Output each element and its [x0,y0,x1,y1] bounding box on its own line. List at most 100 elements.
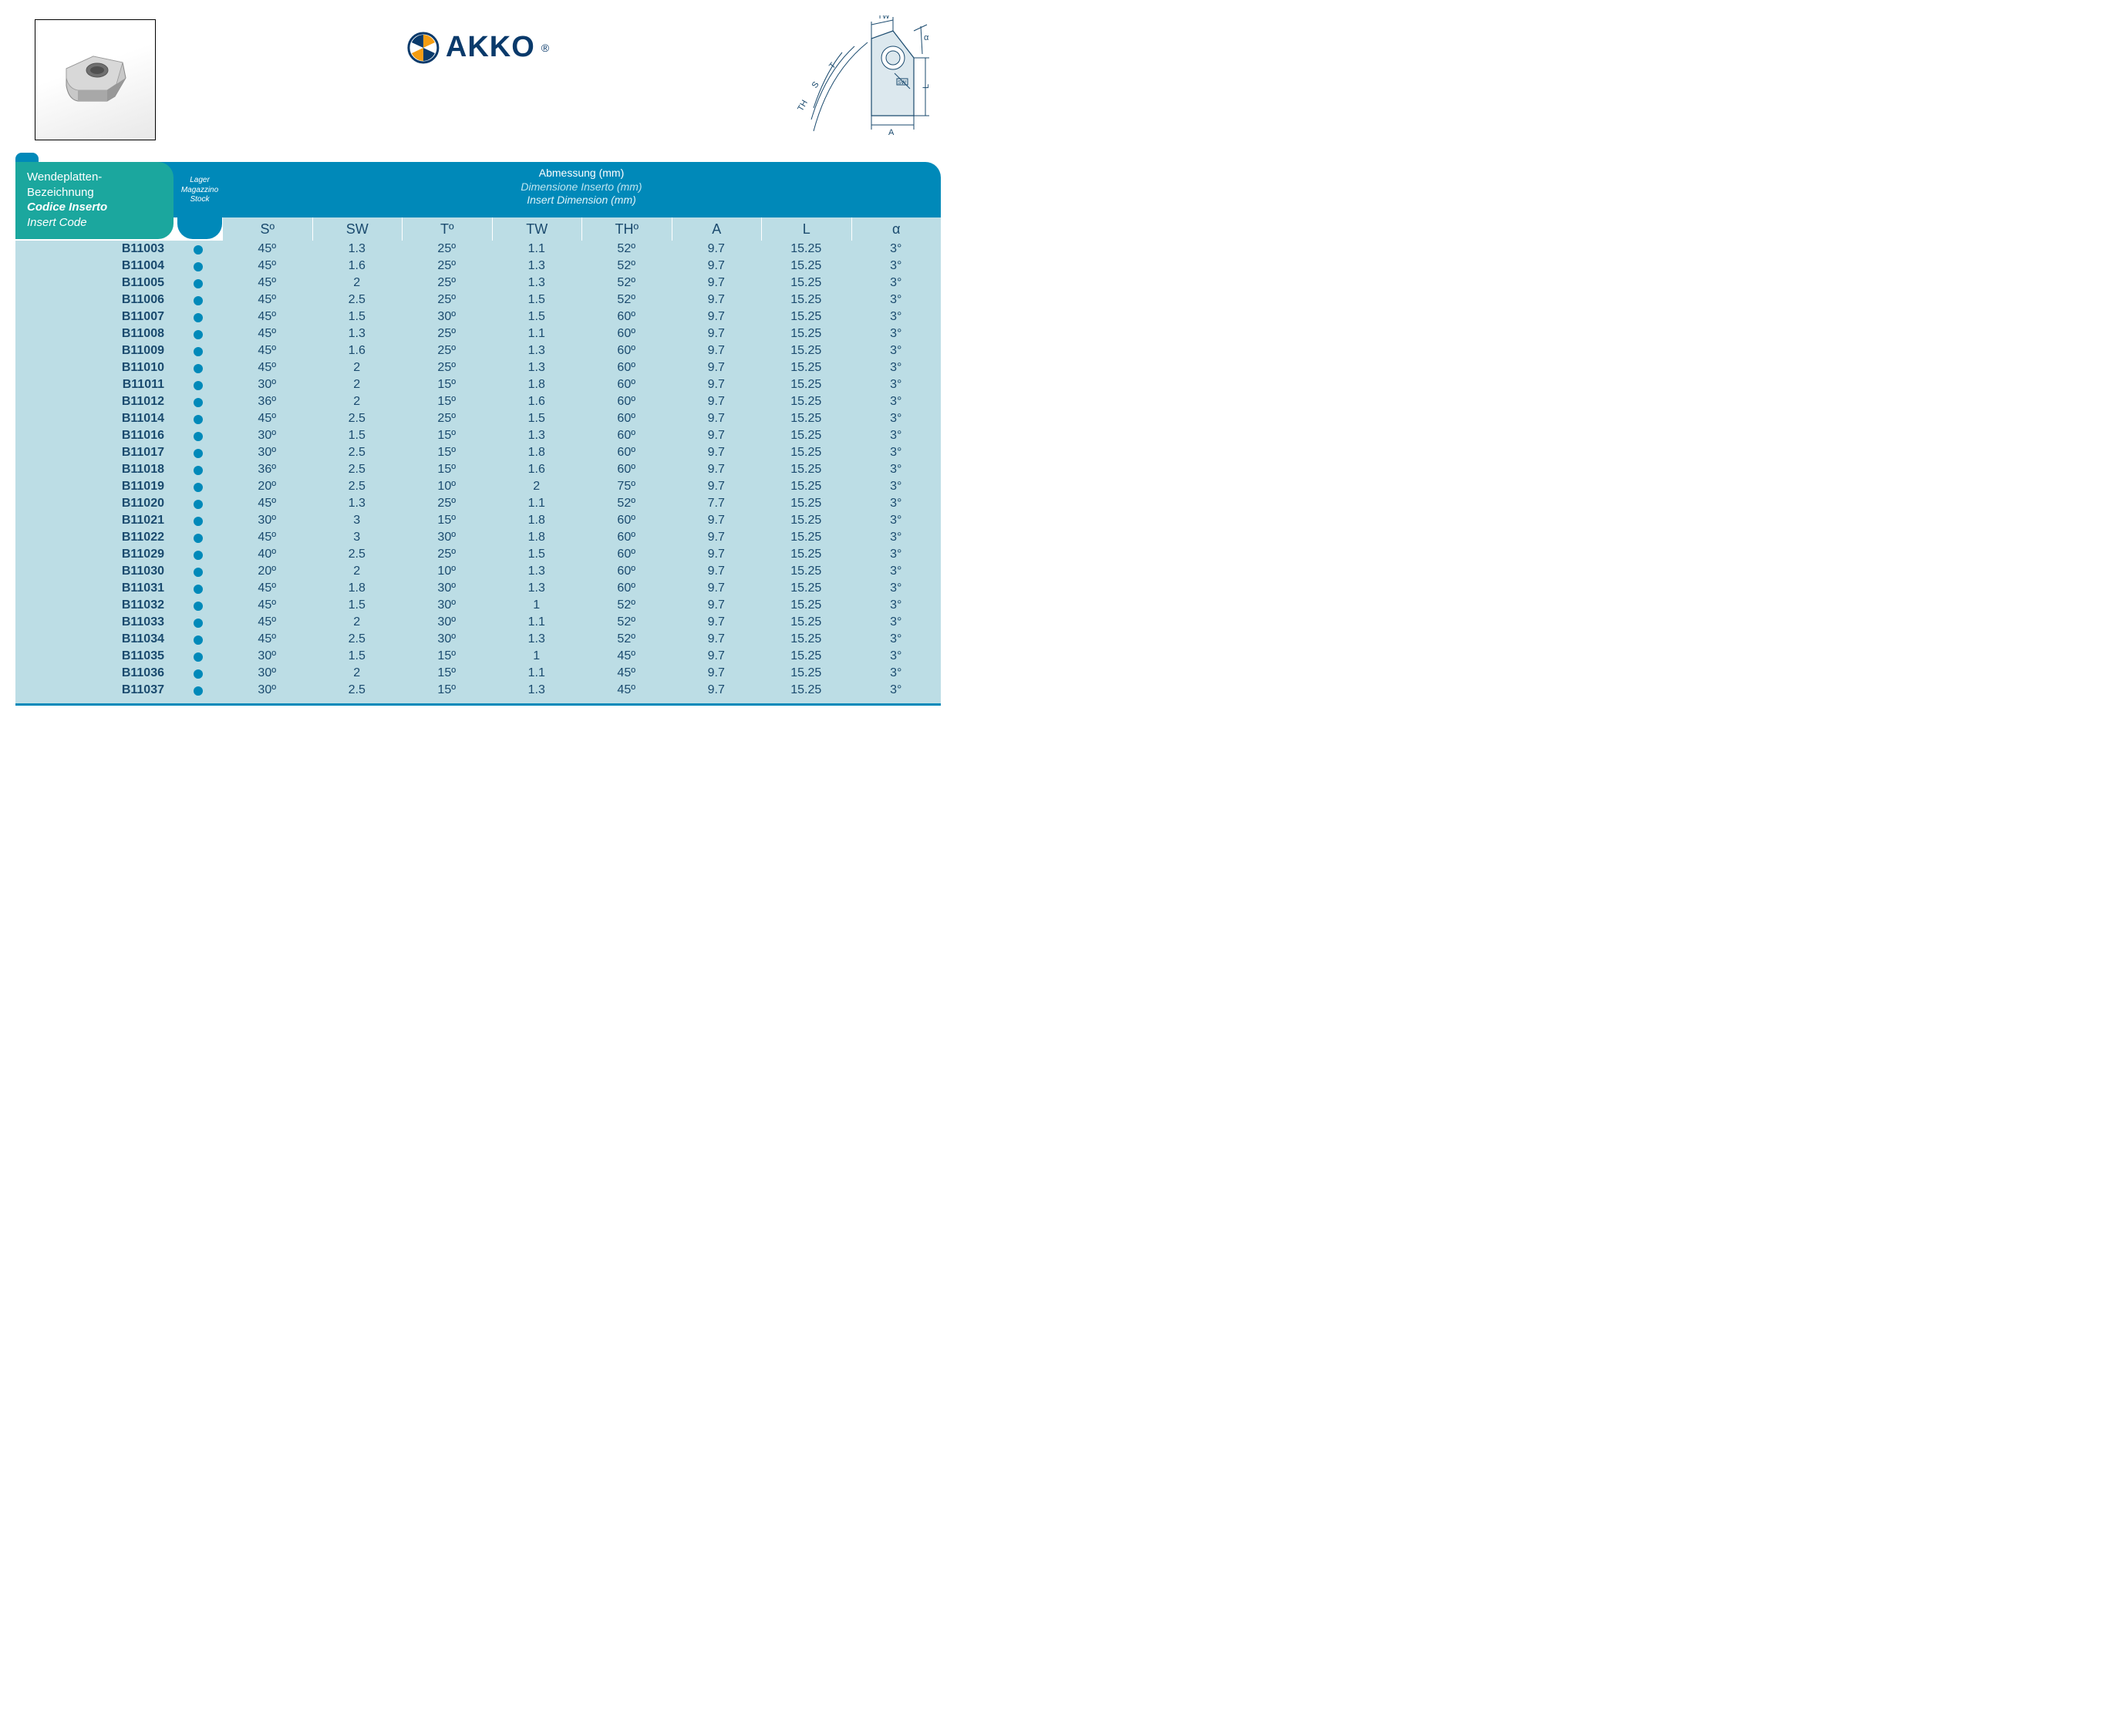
cell-th: 52º [581,276,672,293]
table-row: B1100645º2.525º1.552º9.715.253° [15,293,941,310]
stock-dot-icon [194,568,203,577]
cell-alpha: 3° [851,683,942,700]
cell-alpha: 3° [851,649,942,666]
cell-s: 30º [222,666,312,683]
cell-alpha: 3° [851,429,942,446]
dim-label-it: Dimensione Inserto (mm) [222,180,941,194]
cell-code: B11009 [15,344,174,361]
cell-l: 15.25 [761,666,851,683]
cell-l: 15.25 [761,327,851,344]
stock-dot-icon [194,551,203,560]
cell-sw: 1.5 [312,429,403,446]
stock-dot-icon [194,669,203,679]
stock-label-de: Lager [177,176,222,186]
code-label-en: Insert Code [27,215,164,231]
cell-tw: 1.1 [492,497,582,514]
cell-l: 15.25 [761,344,851,361]
cell-th: 60º [581,565,672,581]
cell-stock [174,649,222,666]
cell-tw: 1.3 [492,259,582,276]
header-dimensions: Abmessung (mm) Dimensione Inserto (mm) I… [222,162,941,217]
cell-sw: 2 [312,615,403,632]
cell-s: 45º [222,531,312,548]
cell-th: 45º [581,683,672,700]
cell-t: 25º [402,344,492,361]
cell-t: 10º [402,480,492,497]
cell-t: 25º [402,548,492,565]
cell-tw: 1.1 [492,666,582,683]
cell-code: B11035 [15,649,174,666]
cell-tw: 1.3 [492,361,582,378]
stock-dot-icon [194,619,203,628]
cell-t: 25º [402,259,492,276]
stock-dot-icon [194,398,203,407]
cell-code: B11036 [15,666,174,683]
cell-sw: 1.5 [312,310,403,327]
cell-alpha: 3° [851,666,942,683]
cell-tw: 1.3 [492,683,582,700]
cell-a: 9.7 [672,548,762,565]
cell-stock [174,429,222,446]
cell-a: 9.7 [672,327,762,344]
cell-a: 9.7 [672,361,762,378]
cell-alpha: 3° [851,531,942,548]
cell-tw: 1.3 [492,565,582,581]
cell-sw: 1.8 [312,581,403,598]
cell-tw: 1.8 [492,446,582,463]
stock-dot-icon [194,347,203,356]
cell-l: 15.25 [761,531,851,548]
column-header: THº [581,217,672,241]
code-label-it: Codice Inserto [27,200,164,215]
cell-stock [174,683,222,700]
cell-tw: 1.3 [492,276,582,293]
cell-th: 52º [581,293,672,310]
cell-t: 15º [402,378,492,395]
cell-a: 9.7 [672,242,762,259]
svg-text:TW: TW [878,15,890,21]
table-row: B1102245º330º1.860º9.715.253° [15,531,941,548]
cell-s: 30º [222,378,312,395]
data-table: Wendeplatten-Bezeichnung Codice Inserto … [15,162,941,706]
cell-s: 45º [222,259,312,276]
cell-stock [174,276,222,293]
stock-dot-icon [194,652,203,662]
cell-t: 30º [402,531,492,548]
cell-code: B11019 [15,480,174,497]
cell-t: 15º [402,446,492,463]
column-header: α [851,217,942,241]
cell-code: B11008 [15,327,174,344]
cell-sw: 2.5 [312,412,403,429]
cell-l: 15.25 [761,615,851,632]
cell-tw: 1.5 [492,310,582,327]
cell-alpha: 3° [851,565,942,581]
cell-a: 9.7 [672,632,762,649]
cell-stock [174,259,222,276]
cell-code: B11020 [15,497,174,514]
table-row: B1100445º1.625º1.352º9.715.253° [15,259,941,276]
cell-stock [174,548,222,565]
cell-alpha: 3° [851,412,942,429]
cell-stock [174,344,222,361]
cell-a: 9.7 [672,463,762,480]
stock-dot-icon [194,686,203,696]
table-row: B1101236º215º1.660º9.715.253° [15,395,941,412]
cell-code: B11022 [15,531,174,548]
cell-stock [174,497,222,514]
cell-stock [174,378,222,395]
cell-tw: 1.5 [492,548,582,565]
cell-alpha: 3° [851,276,942,293]
cell-th: 60º [581,310,672,327]
cell-l: 15.25 [761,361,851,378]
cell-l: 15.25 [761,497,851,514]
cell-code: B11017 [15,446,174,463]
cell-t: 30º [402,598,492,615]
cell-l: 15.25 [761,565,851,581]
cell-a: 9.7 [672,581,762,598]
cell-stock [174,514,222,531]
cell-tw: 1.8 [492,514,582,531]
stock-dot-icon [194,415,203,424]
cell-th: 52º [581,497,672,514]
stock-dot-icon [194,296,203,305]
stock-dot-icon [194,245,203,255]
cell-alpha: 3° [851,293,942,310]
